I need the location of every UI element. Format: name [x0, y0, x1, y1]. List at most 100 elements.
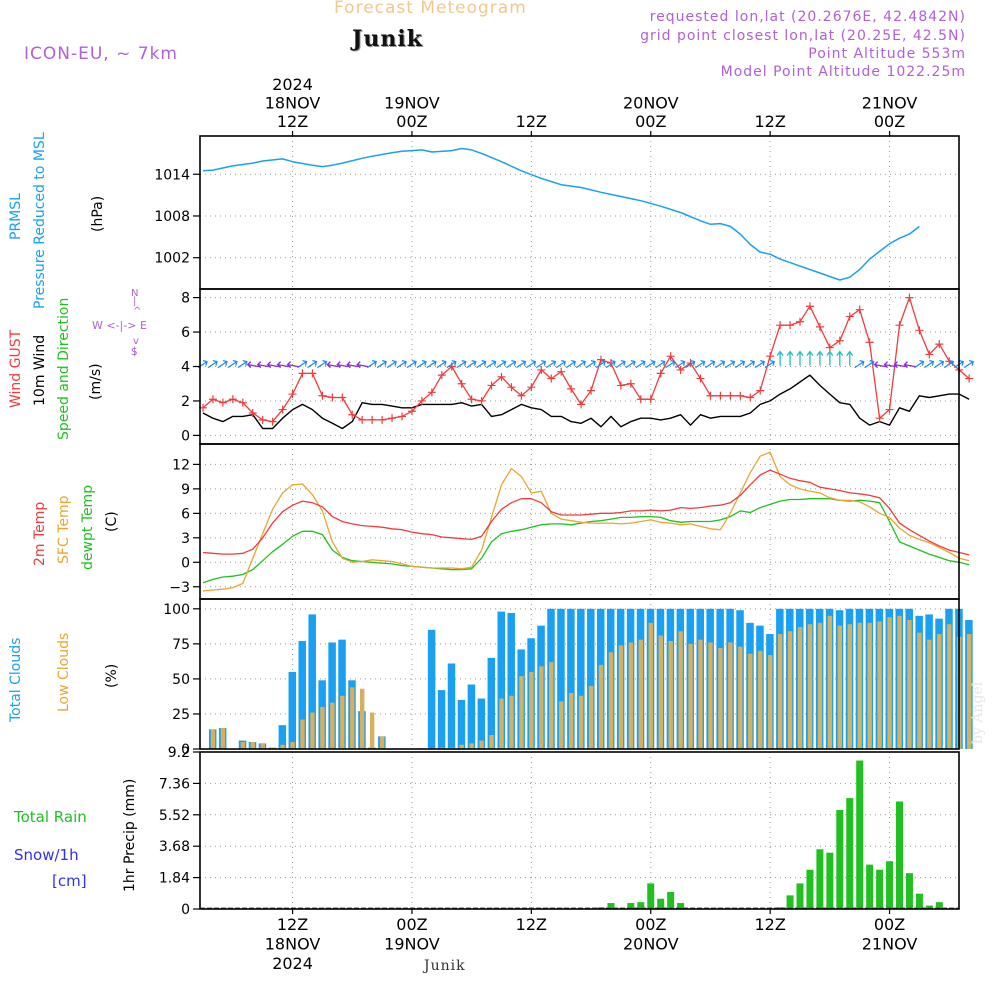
- gust-marker: [825, 343, 834, 352]
- y-tick-label: 6: [181, 506, 190, 522]
- y-tick-label: 0: [181, 555, 190, 571]
- rain-bar: [647, 883, 655, 909]
- gust-marker: [527, 383, 536, 392]
- gust-marker: [706, 391, 715, 400]
- wind-direction-arrow-icon: [786, 350, 794, 366]
- compass-arrows-icon: | ^ v |: [133, 296, 142, 357]
- top-time-label: 18NOV: [265, 94, 321, 113]
- axis-layer: 1002 1008 1014 0 2 4 6 8 −3 0 3 6 9 12 0 25 50 75 100 0 1.84…: [154, 75, 917, 973]
- low-clouds-bar: [459, 744, 464, 749]
- top-time-label: 12Z: [516, 112, 547, 131]
- gust-marker: [407, 407, 416, 416]
- wind-direction-arrow-icon: [466, 360, 477, 369]
- wind-direction-arrow-icon: [565, 360, 576, 369]
- temp-unit-label: (C): [104, 511, 120, 532]
- bottom-time-label: 12Z: [516, 915, 547, 934]
- wind-direction-arrow-icon: [914, 360, 925, 369]
- low-clouds-bar: [509, 695, 514, 749]
- wind-direction-arrow-icon: [724, 360, 736, 369]
- gust-marker: [348, 410, 357, 419]
- gust-marker: [557, 367, 566, 376]
- gust-marker: [925, 350, 934, 359]
- rain-bar: [806, 869, 814, 909]
- gust-marker: [736, 391, 745, 400]
- low-clouds-bar: [210, 729, 216, 749]
- gust-marker: [597, 355, 605, 364]
- low-clouds-bar: [300, 719, 305, 749]
- low-clouds-bar: [767, 655, 773, 749]
- wind-direction-arrow-icon: [615, 360, 626, 369]
- low-clouds-bar: [827, 615, 833, 749]
- sfc-temp-line: [202, 451, 970, 592]
- compass-we-label: W <-|-> E: [92, 319, 147, 332]
- wind-direction-arrow-icon: [286, 361, 299, 369]
- total-clouds-bar: [487, 657, 496, 749]
- gust-marker: [616, 381, 625, 390]
- wind10-label: 10m Wind: [32, 334, 48, 406]
- gust-marker: [298, 369, 307, 378]
- wind-direction-arrow-icon: [836, 350, 844, 366]
- wind-direction-arrow-icon: [943, 360, 955, 369]
- total-clouds-bar: [338, 639, 346, 749]
- low-clouds-bar: [897, 615, 902, 749]
- y-tick-label: 7.36: [159, 776, 190, 792]
- y-tick-label: −3: [169, 580, 190, 596]
- y-tick-label: 1002: [154, 251, 190, 267]
- rain-bar: [637, 902, 645, 909]
- gust-marker: [716, 391, 725, 400]
- low-clouds-bar: [648, 622, 653, 749]
- low-clouds-bar: [340, 695, 345, 749]
- top-time-label: 21NOV: [862, 94, 918, 113]
- gust-marker: [268, 417, 277, 426]
- y-tick-label: 6: [181, 325, 190, 341]
- gust-marker: [656, 369, 665, 378]
- wind-direction-arrow-icon: [806, 350, 814, 366]
- wind-direction-arrow-icon: [575, 360, 586, 369]
- cloud-unit-label: (%): [104, 663, 120, 688]
- pressure-long-label: Pressure Reduced to MSL: [32, 132, 48, 309]
- gust-line: [202, 296, 970, 423]
- gust-marker: [845, 312, 854, 321]
- low-clouds-bar: [250, 741, 255, 749]
- gust-marker: [248, 409, 257, 417]
- location-name: Junik: [352, 26, 423, 52]
- gust-marker: [547, 374, 556, 383]
- wind-direction-arrow-icon: [854, 360, 865, 369]
- rain-bar: [627, 903, 635, 909]
- rain-bar: [876, 869, 884, 909]
- y-tick-label: 0: [181, 742, 190, 758]
- gust-marker: [368, 415, 377, 424]
- low-clouds-bar: [807, 624, 813, 749]
- total-clouds-label: Total Clouds: [8, 637, 24, 722]
- wind-direction-arrow-icon: [486, 360, 497, 369]
- low-clouds-bar: [330, 702, 335, 749]
- gust-marker: [517, 391, 526, 400]
- gust-marker: [467, 395, 476, 404]
- wind-direction-arrow-icon: [585, 360, 596, 369]
- total-clouds-bar: [557, 608, 565, 749]
- y-tick-label: 50: [172, 672, 190, 688]
- low-clouds-bar: [539, 666, 544, 749]
- total-clouds-bar: [288, 671, 297, 749]
- low-clouds-bar: [787, 631, 793, 749]
- compass-n-label: N: [131, 288, 139, 299]
- wind-direction-arrow-icon: [864, 360, 875, 369]
- rain-bar: [856, 760, 864, 909]
- low-clouds-bar: [688, 643, 693, 749]
- gust-marker: [577, 400, 586, 409]
- series-layer: [197, 147, 974, 909]
- y-tick-label: 1.84: [159, 871, 190, 887]
- wind-direction-arrow-icon: [266, 361, 279, 369]
- gust-marker: [398, 412, 406, 421]
- wind-direction-arrow-icon: [963, 360, 974, 369]
- bottom-time-label: 12Z: [754, 915, 785, 934]
- wind-direction-arrow-icon: [685, 360, 696, 369]
- wind-direction-arrow-icon: [416, 360, 427, 369]
- gust-marker: [935, 340, 944, 349]
- rain-bar: [657, 898, 665, 909]
- wind-direction-arrow-icon: [446, 360, 457, 369]
- wind-direction-arrow-icon: [336, 361, 349, 369]
- dewpt-line: [202, 498, 970, 584]
- low-clouds-bar: [777, 634, 783, 749]
- y-tick-label: 3.68: [159, 839, 190, 855]
